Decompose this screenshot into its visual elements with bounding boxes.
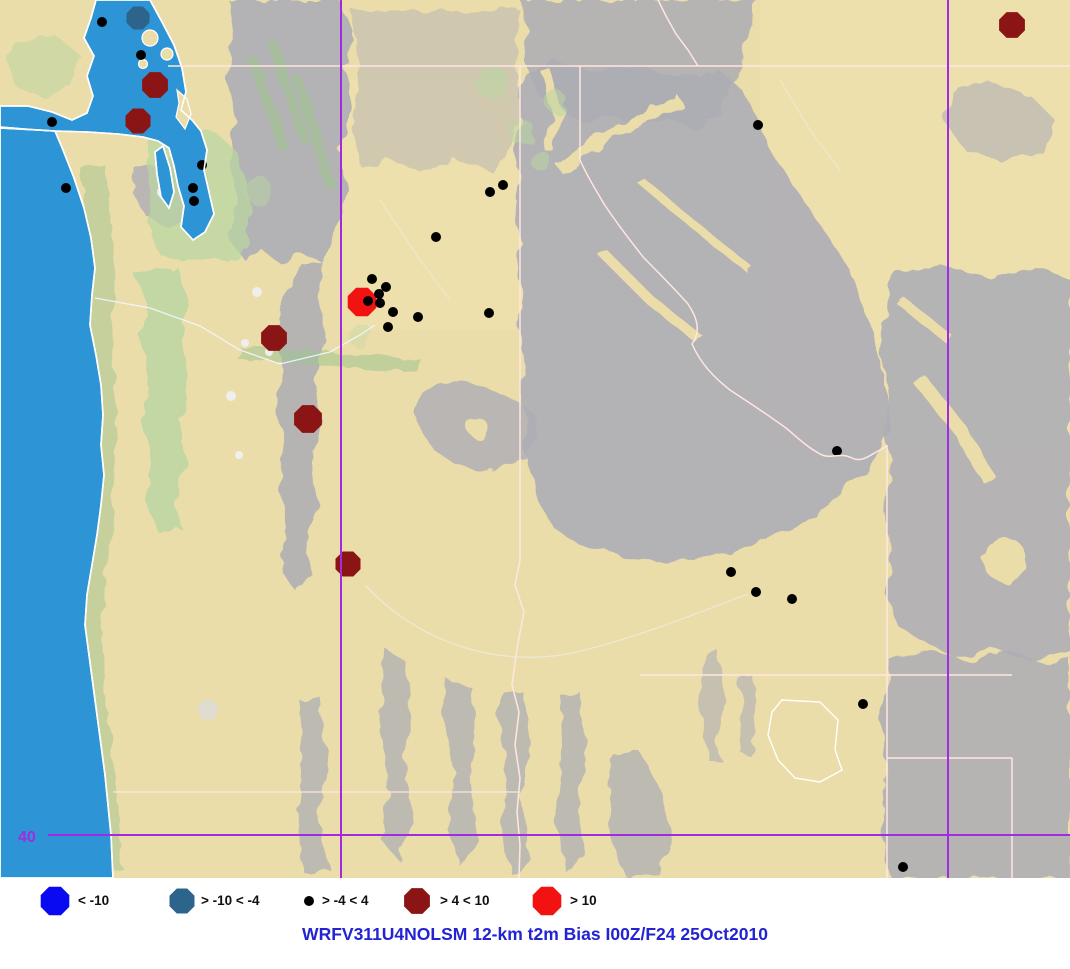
map-canvas: 40 — [0, 0, 1070, 878]
river — [779, 79, 841, 171]
legend-octagon-steelblue-icon — [169, 888, 195, 914]
island — [137, 58, 149, 70]
yellowstone-outline — [767, 699, 843, 783]
station-marker-octagon — [999, 12, 1025, 38]
columbia-river — [94, 297, 376, 365]
station-marker-octagon — [126, 6, 150, 30]
legend-shape — [532, 886, 562, 916]
station-marker-dot — [753, 120, 763, 130]
station-marker-dot — [375, 298, 385, 308]
station-marker-dot — [47, 117, 57, 127]
station-marker-dot — [374, 289, 384, 299]
station-marker-dot — [751, 587, 761, 597]
legend-shape — [404, 888, 430, 914]
station-marker-dot — [363, 296, 373, 306]
station-marker-dot — [136, 50, 146, 60]
state-borders — [113, 0, 1070, 878]
station-marker-dot — [484, 308, 494, 318]
legend-dot-black-icon — [304, 896, 314, 906]
station-marker-octagon — [261, 325, 287, 351]
latitude-label: 40 — [18, 829, 36, 846]
station-marker-layer — [47, 6, 1025, 872]
legend-label: > -10 < -4 — [201, 893, 260, 908]
station-marker-octagon — [125, 108, 151, 134]
map-title: WRFV311U4NOLSM 12-km t2m Bias I00Z/F24 2… — [302, 924, 768, 944]
station-marker-dot — [898, 862, 908, 872]
station-marker-dot — [189, 196, 199, 206]
rivers — [94, 79, 841, 658]
station-marker-dot — [61, 183, 71, 193]
station-marker-dot — [726, 567, 736, 577]
legend-octagon-blue-icon — [40, 886, 70, 916]
legend-octagon-red-icon — [532, 886, 562, 916]
station-marker-dot — [431, 232, 441, 242]
legend-shape — [40, 886, 70, 916]
legend-shape — [304, 896, 314, 906]
legend-octagon-darkred-icon — [404, 888, 430, 914]
station-marker-dot — [367, 274, 377, 284]
island — [175, 88, 192, 131]
water-bodies — [0, 0, 215, 878]
station-marker-dot — [381, 282, 391, 292]
island — [141, 29, 159, 47]
legend-label: > 10 — [570, 893, 597, 908]
legend-band: < -10 > -10 < -4 > -4 < 4 > 4 < 10 > 10 … — [0, 878, 1070, 969]
station-marker-dot — [498, 180, 508, 190]
station-marker-octagon — [294, 405, 322, 433]
island — [160, 47, 174, 61]
legend-shape — [169, 888, 195, 914]
station-marker-octagon — [347, 287, 377, 317]
station-marker-dot — [485, 187, 495, 197]
idaho-west-border — [511, 66, 525, 878]
station-marker-octagon — [335, 551, 361, 577]
station-marker-dot — [832, 446, 842, 456]
station-marker-dot — [383, 322, 393, 332]
station-marker-dot — [413, 312, 423, 322]
station-marker-dot — [97, 17, 107, 27]
station-marker-dot — [188, 183, 198, 193]
bc-alberta-border — [657, 0, 699, 67]
river — [379, 199, 451, 301]
station-marker-dot — [388, 307, 398, 317]
snake-river — [364, 584, 749, 658]
station-marker-dot — [858, 699, 868, 709]
legend-label: > 4 < 10 — [440, 893, 490, 908]
idaho-montana-border-divide — [579, 159, 888, 461]
legend-label: > -4 < 4 — [322, 893, 369, 908]
station-marker-dot — [787, 594, 797, 604]
map-area: 40 — [0, 0, 1070, 878]
station-marker-octagon — [142, 72, 168, 98]
graticule-layer: 40 — [18, 0, 1070, 878]
legend-label: < -10 — [78, 893, 110, 908]
